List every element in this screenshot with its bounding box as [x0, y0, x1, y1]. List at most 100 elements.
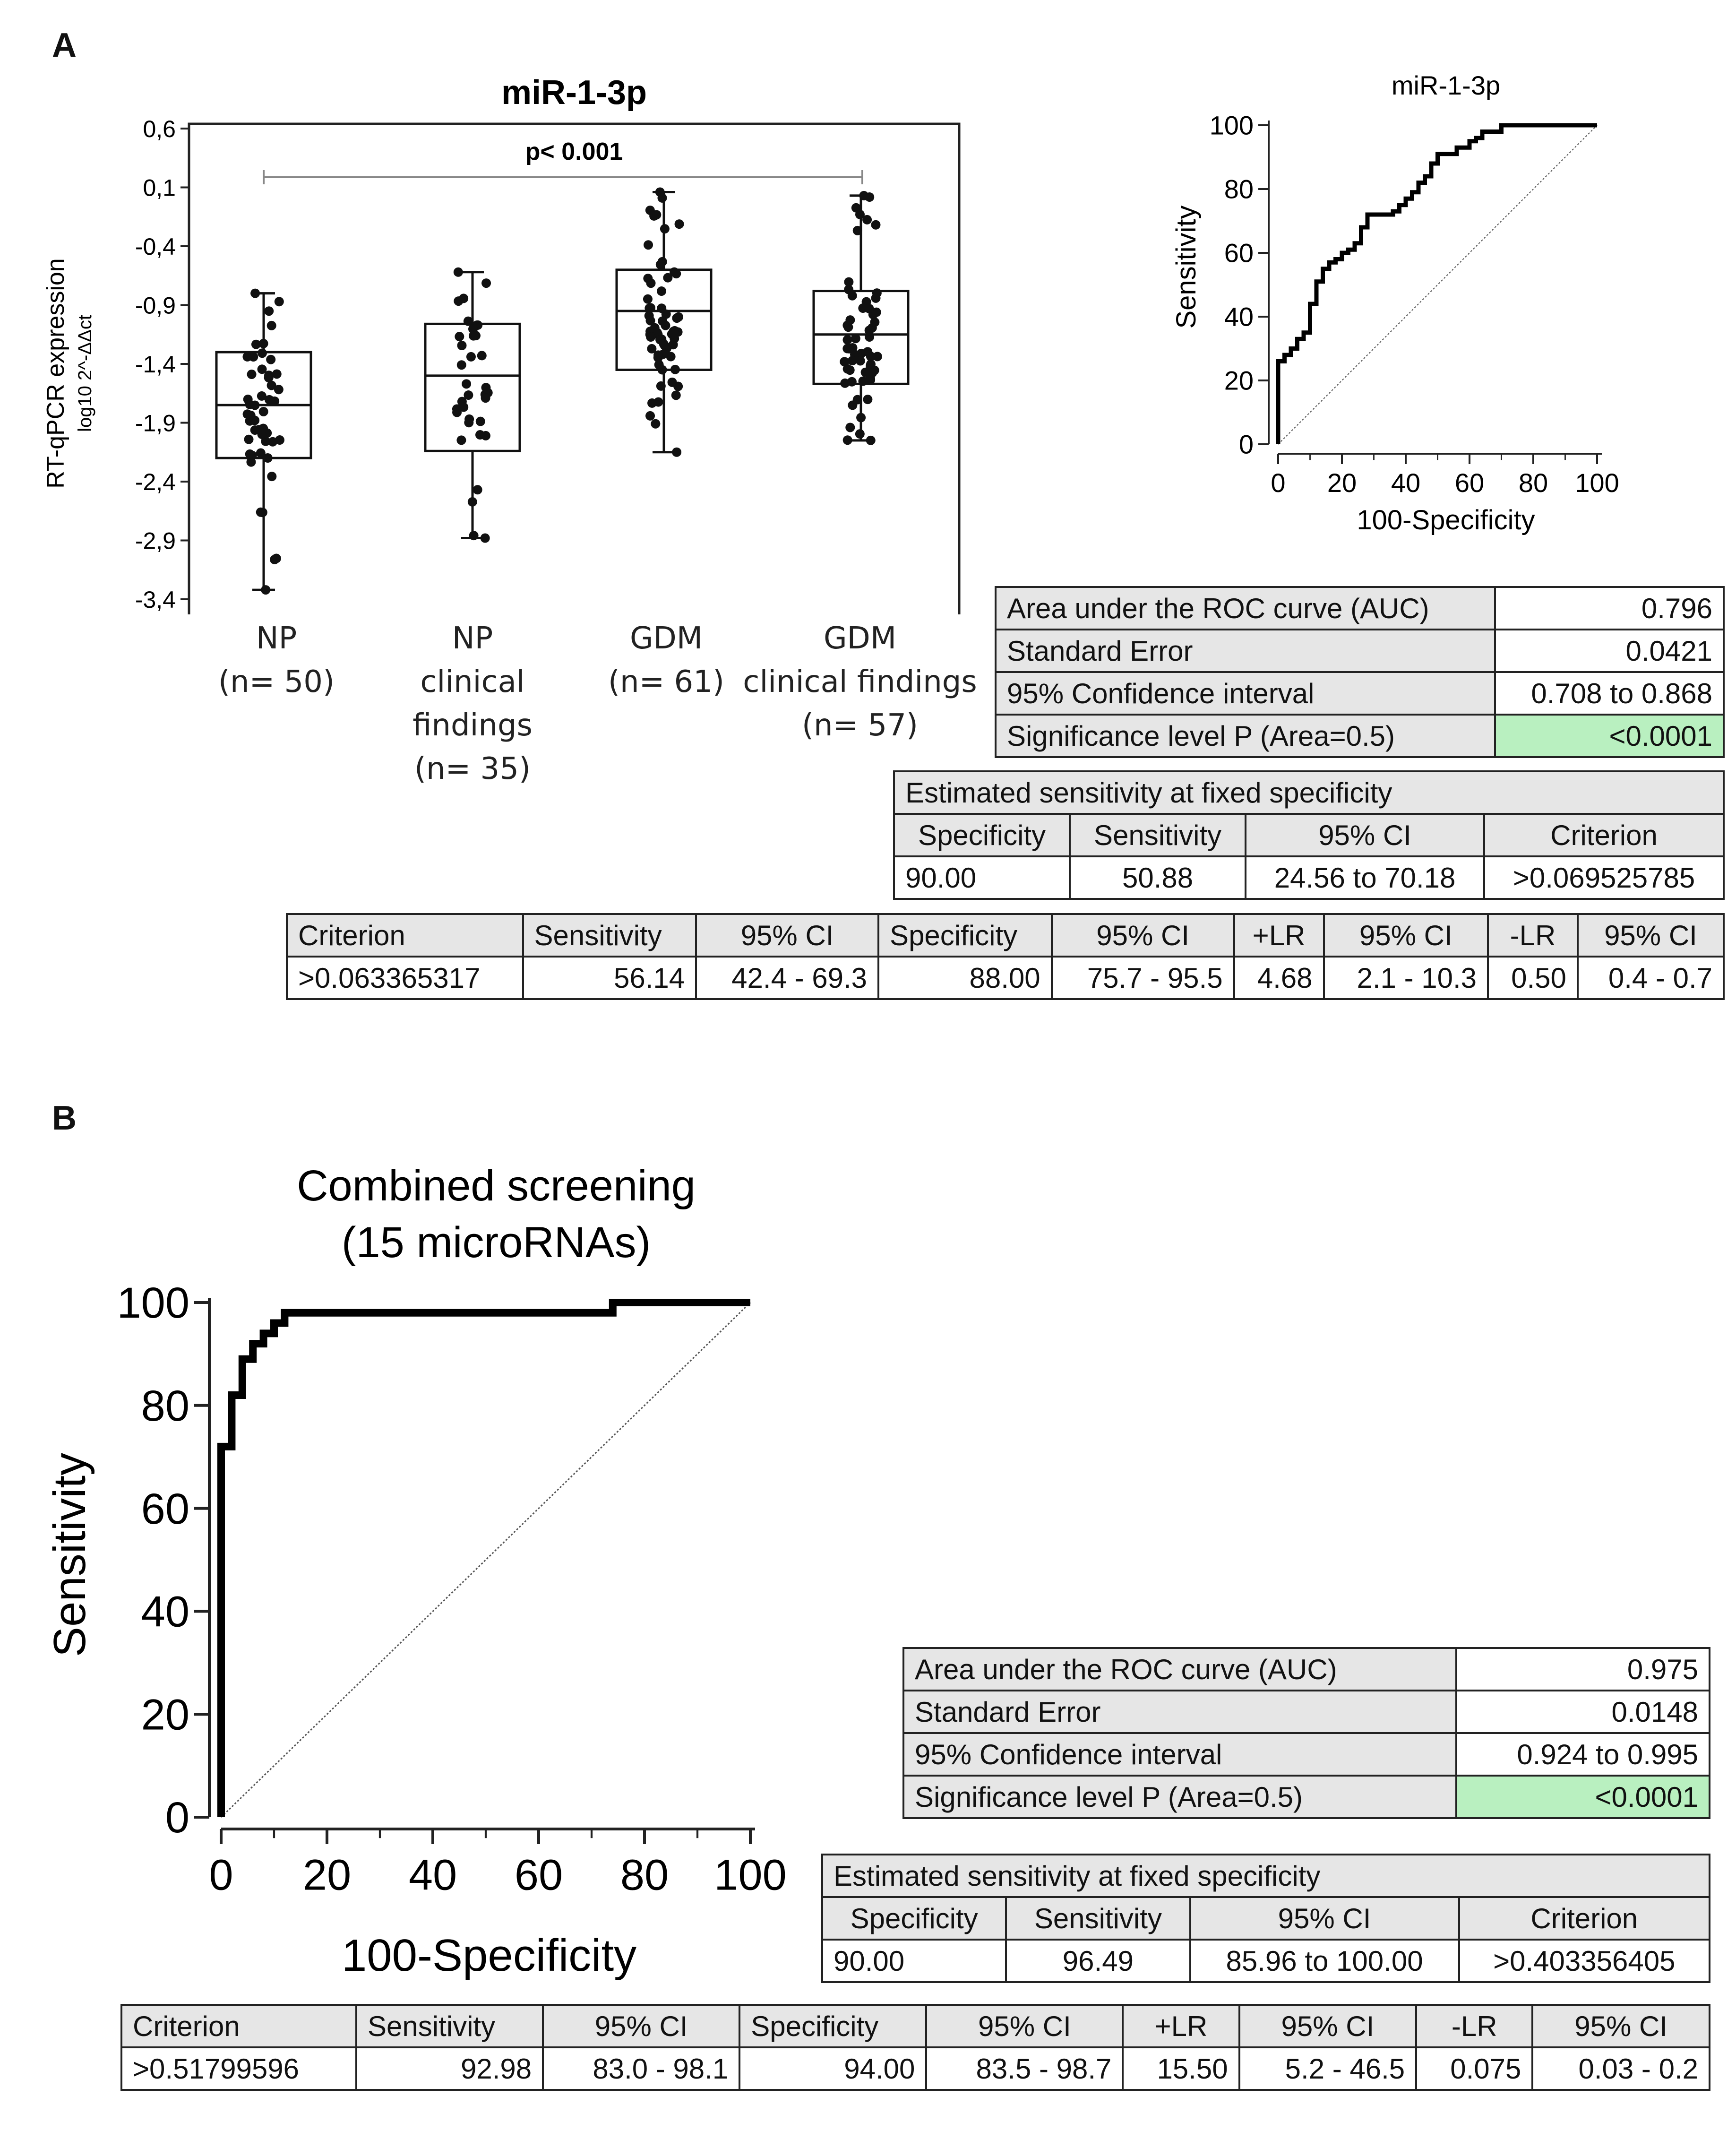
boxplot-y-tick-label: -0,9 [135, 293, 176, 319]
roc-diagonal [220, 1302, 751, 1818]
auc-table-row: Significance level P (Area=0.5) <0.0001 [995, 714, 1725, 758]
roc-x-tick-label: 40 [409, 1851, 457, 1899]
boxplot-point [842, 435, 852, 445]
boxplot-box [424, 322, 521, 452]
boxplot-point [655, 259, 665, 269]
boxplot-point [463, 316, 473, 326]
boxplot-point [672, 313, 682, 323]
boxplot-point [244, 434, 254, 444]
boxplot-point [671, 269, 681, 279]
criterion-header: +LR [1233, 913, 1325, 958]
roc-x-tick-label: 0 [1271, 468, 1285, 498]
criterion-cell: 0.075 [1415, 2046, 1534, 2091]
boxplot-point [647, 344, 657, 354]
group-label-np: NP (n= 50) [218, 621, 335, 699]
criterion-cell: 0.03 - 0.2 [1531, 2046, 1710, 2091]
group-label-np-clinical: NP clinical findings (n= 35) [413, 621, 533, 786]
boxplot-point [266, 380, 276, 390]
boxplot-point [459, 293, 469, 303]
auc-table-label: 95% Confidence interval [995, 671, 1496, 716]
fixed-spec-cell: 85.96 to 100.00 [1189, 1939, 1460, 1983]
roc-y-tick-label: 100 [1210, 111, 1254, 140]
boxplot-point [845, 423, 855, 432]
boxplot-point [843, 322, 853, 332]
auc-table-value: 0.796 [1494, 586, 1725, 630]
boxplot-point [477, 351, 487, 361]
boxplot-point [870, 317, 880, 327]
boxplot-point [672, 447, 682, 457]
boxplot-point [242, 409, 252, 419]
boxplot-point [842, 335, 852, 345]
boxplot-point [844, 277, 854, 287]
fixed-spec-cell: 96.49 [1005, 1939, 1191, 1983]
boxplot-point [666, 352, 676, 362]
roc-x-tick-label: 80 [620, 1851, 669, 1899]
auc-table-a: Area under the ROC curve (AUC) 0.796 Stand… [995, 586, 1725, 758]
boxplot-y-tick-label: 0,1 [143, 175, 176, 201]
boxplot-point [865, 192, 875, 202]
boxplot-point [243, 394, 253, 404]
boxplot-point [257, 364, 267, 374]
boxplot-point [464, 390, 473, 400]
boxplot-y-tick-label: -1,4 [135, 351, 176, 378]
boxplot-point [674, 219, 684, 229]
boxplot-point [862, 215, 872, 224]
criterion-cell: 5.2 - 46.5 [1238, 2046, 1418, 2091]
boxplot-point [852, 395, 862, 405]
fixed-spec-cell: 50.88 [1069, 855, 1247, 900]
criterion-cell: 42.4 - 69.3 [695, 956, 880, 1000]
roc-a-title: miR-1-3p [1392, 70, 1500, 100]
auc-table-row: Area under the ROC curve (AUC) 0.796 [995, 586, 1725, 630]
fixed-spec-cell: 90.00 [893, 855, 1071, 900]
boxplot-point [644, 240, 653, 250]
boxplot-point [480, 533, 490, 543]
boxplot-point [866, 359, 876, 369]
auc-table-label: Significance level P (Area=0.5) [995, 714, 1496, 758]
auc-table-row: Area under the ROC curve (AUC) 0.975 [902, 1647, 1711, 1691]
boxplot-point [863, 395, 873, 405]
boxplot-point [864, 304, 874, 314]
criterion-cell: 83.0 - 98.1 [542, 2046, 741, 2091]
auc-table-value: 0.924 to 0.995 [1455, 1732, 1711, 1777]
boxplot-point [264, 306, 274, 316]
roc-y-tick-label: 0 [165, 1794, 189, 1842]
criterion-cell: 75.7 - 95.5 [1050, 956, 1235, 1000]
boxplot-point [668, 340, 678, 350]
boxplot-point [256, 448, 266, 458]
roc-x-tick-label: 0 [209, 1851, 233, 1899]
roc-curve [217, 1299, 750, 1817]
boxplot-point [266, 354, 276, 364]
criterion-header: Sensitivity [355, 2004, 544, 2048]
boxplot-point [661, 320, 670, 330]
roc-a-x-label: 100-Specificity [1357, 505, 1535, 535]
boxplot-point [669, 327, 679, 336]
boxplot-point [645, 303, 654, 313]
boxplot-point [866, 435, 876, 445]
boxplot-point [457, 340, 467, 350]
panel-label-b: B [52, 1099, 77, 1137]
boxplot-point [250, 400, 260, 410]
auc-table-row: 95% Confidence interval 0.924 to 0.995 [902, 1732, 1711, 1777]
boxplot-title: miR-1-3p [501, 74, 647, 112]
fixed-spec-header: Specificity [821, 1896, 1007, 1941]
boxplot-point [851, 334, 860, 344]
boxplot-point [274, 297, 284, 307]
criterion-cell: 88.00 [877, 956, 1053, 1000]
criterion-cell: 56.14 [522, 956, 697, 1000]
roc-b-x-label: 100-Specificity [342, 1930, 636, 1981]
fixed-spec-table-a: Estimated sensitivity at fixed specifici… [893, 770, 1725, 900]
auc-table-value: <0.0001 [1455, 1775, 1711, 1819]
roc-x-tick-label: 60 [1455, 468, 1484, 498]
boxplot-point [671, 390, 681, 400]
criterion-cell: 15.50 [1122, 2046, 1240, 2091]
boxplot-point [855, 429, 865, 439]
auc-table-row: Standard Error 0.0421 [995, 629, 1725, 673]
boxplot-point [453, 267, 463, 277]
boxplot-point [852, 225, 862, 235]
boxplot-point [481, 393, 490, 403]
boxplot-point [261, 436, 271, 446]
boxplot-point [270, 396, 280, 406]
roc-y-tick-label: 0 [1239, 430, 1254, 459]
roc-b-title-line2: (15 microRNAs) [342, 1218, 651, 1267]
fixed-spec-header: 95% CI [1189, 1896, 1460, 1941]
